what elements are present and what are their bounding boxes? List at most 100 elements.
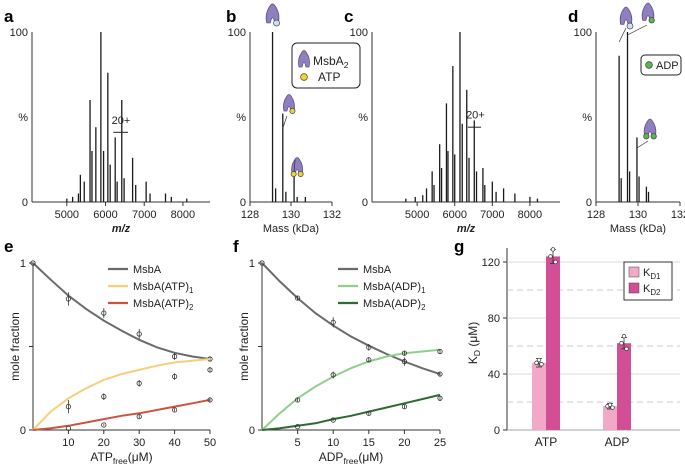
panel-a-spectrum: 100 0% 5000 6000 7000 8000 m/z 20+ bbox=[10, 27, 210, 235]
panel-label-a: a bbox=[4, 7, 14, 26]
panel-d-adp2-icon-body bbox=[643, 118, 657, 137]
panel-b-atp2-icon-ligand-0 bbox=[290, 171, 297, 177]
panel-e-curve-0 bbox=[32, 262, 211, 360]
panel-g-point-0-0-1 bbox=[536, 357, 542, 363]
panel-a-ylabel: % bbox=[18, 112, 28, 124]
panel-label-f: f bbox=[233, 237, 239, 256]
panel-a-xtick-0: 5000 bbox=[55, 209, 79, 221]
panel-b-legend-msba-main: MsbA bbox=[313, 54, 344, 68]
panel-e-legend-2-sub: 2 bbox=[189, 303, 193, 312]
panel-f-xlabel-main: ADP bbox=[319, 450, 344, 464]
panel-e-curve-2 bbox=[32, 398, 211, 431]
panel-a-xtick-3: 8000 bbox=[171, 209, 195, 221]
panel-e-point-1-2 bbox=[136, 380, 142, 386]
panel-f-point-0-2 bbox=[330, 319, 336, 325]
panel-e-xtick-0: 10 bbox=[62, 437, 74, 449]
panel-g-point-0-1-2 bbox=[553, 259, 558, 265]
panel-d-xtick-0: 128 bbox=[587, 209, 605, 221]
panel-e-point-2-3 bbox=[172, 407, 178, 413]
panel-e-point-0-4 bbox=[172, 353, 178, 360]
panel-g-point-1-1-2 bbox=[624, 346, 629, 351]
panel-e-point-0-3 bbox=[136, 331, 142, 337]
panel-e-ylabel: mole fraction bbox=[8, 312, 22, 381]
panel-b-legend-msba: MsbA2 bbox=[313, 54, 349, 70]
panel-b-apo-dot bbox=[273, 19, 280, 27]
panel-f-xlabel-sub: free bbox=[343, 456, 358, 466]
panel-f-point-1-2 bbox=[366, 357, 372, 363]
panel-g-ytick-2: 80 bbox=[488, 313, 500, 325]
panel-f-ytick-0: 0 bbox=[249, 425, 255, 437]
panel-label-e: e bbox=[4, 237, 13, 256]
panel-f-xlabel-tail: (μM) bbox=[358, 450, 383, 464]
panel-d-adp1-leader bbox=[627, 24, 648, 36]
panel-g-point-1-0-1 bbox=[607, 402, 613, 407]
panel-f-point-2-2 bbox=[366, 410, 372, 416]
panel-f-legend-2-main: MsbA(ADP) bbox=[363, 298, 421, 310]
panel-g-legend-swatch-0 bbox=[628, 266, 640, 278]
panel-d-legend-adp-icon bbox=[645, 61, 653, 69]
panel-b-atp1-icon-body bbox=[282, 94, 295, 112]
panel-f-point-0-5 bbox=[437, 371, 443, 377]
panel-f-legend-0: MsbA bbox=[363, 264, 392, 276]
panel-a-ytick-0: 0 bbox=[22, 197, 28, 209]
panel-b-atp1-icon-ligand-0 bbox=[289, 108, 296, 114]
panel-d-apo-icon-body bbox=[619, 6, 633, 25]
panel-b-ytick-0: 0 bbox=[240, 197, 246, 209]
panel-f-point-1-0 bbox=[294, 397, 301, 403]
panel-a-xtick-2: 7000 bbox=[132, 209, 156, 221]
panel-e-curve-1 bbox=[32, 358, 211, 431]
panel-e-point-1-3 bbox=[172, 373, 178, 380]
panel-f-curve-0 bbox=[261, 262, 441, 376]
panel-c-xtick-2: 7000 bbox=[480, 209, 504, 221]
panel-label-b: b bbox=[226, 7, 236, 26]
panel-b-legend-atp: ATP bbox=[318, 70, 340, 84]
panel-f-xtick-4: 25 bbox=[434, 437, 446, 449]
panel-d-xtick-2: 132 bbox=[671, 209, 685, 221]
panel-g-bar-1-1 bbox=[617, 343, 631, 430]
panel-g-bar-0-1 bbox=[546, 256, 560, 430]
panel-d-adp2-icon bbox=[643, 118, 657, 140]
panel-d-adp1-icon bbox=[641, 2, 655, 24]
panel-e-point-1-1 bbox=[101, 393, 107, 400]
panel-label-g: g bbox=[454, 237, 464, 256]
panel-c-xlabel: m/z bbox=[457, 223, 476, 235]
panel-g-category-1: ADP bbox=[605, 435, 630, 449]
panel-g-ylabel: KD (μM) bbox=[466, 322, 482, 365]
panel-g-ylabel-tail: (μM) bbox=[466, 322, 480, 350]
panel-f-xtick-2: 15 bbox=[363, 437, 375, 449]
panel-g-ylabel-sub: D bbox=[472, 350, 482, 356]
panel-e-ytick-1: 1 bbox=[20, 258, 26, 270]
panel-c-ytick-100: 100 bbox=[350, 27, 368, 39]
panel-b-xtick-1: 130 bbox=[282, 209, 300, 221]
panel-g-ytick-1: 40 bbox=[488, 369, 500, 381]
panel-a-xlabel: m/z bbox=[112, 223, 131, 235]
panel-e-ytick-0: 0 bbox=[20, 425, 26, 437]
panel-d-apo-leader bbox=[618, 27, 627, 43]
panel-f-xtick-3: 20 bbox=[398, 437, 410, 449]
panel-f-curve-2 bbox=[261, 393, 441, 431]
panel-f-legend-1-main: MsbA(ADP) bbox=[363, 281, 421, 293]
panel-d-xlabel: Mass (kDa) bbox=[610, 223, 666, 235]
panel-e-point-2-2 bbox=[136, 414, 142, 420]
panel-b-legend-box bbox=[291, 42, 361, 89]
panel-g-ytick-3: 120 bbox=[482, 257, 500, 269]
panel-g-legend-0-sub: D1 bbox=[650, 272, 661, 281]
panel-e-legend-1-sub: 1 bbox=[189, 286, 194, 295]
panel-f-legend-0-main: MsbA bbox=[363, 264, 392, 276]
panel-g-legend-swatch-1 bbox=[628, 282, 640, 294]
panel-d-adp2-icon-ligand-0 bbox=[643, 133, 650, 140]
panel-d-ytick-100: 100 bbox=[574, 27, 592, 39]
panel-f-point-2-4 bbox=[437, 395, 443, 401]
panel-label-c: c bbox=[344, 7, 353, 26]
panel-a-ytick-100: 100 bbox=[10, 27, 28, 39]
panel-d-ytick-0: 0 bbox=[586, 197, 592, 209]
panel-e-xlabel-tail: (μM) bbox=[128, 450, 153, 464]
panel-e-point-1-0 bbox=[65, 404, 72, 410]
panel-d-adp2-leader bbox=[636, 140, 649, 149]
panel-g-point-0-1-0 bbox=[548, 254, 553, 259]
panel-b-legend-msba-icon bbox=[298, 50, 310, 68]
panel-g-point-0-0-2 bbox=[539, 362, 544, 367]
panel-a-xtick-1: 6000 bbox=[93, 209, 117, 221]
panel-g-category-0: ATP bbox=[535, 435, 557, 449]
